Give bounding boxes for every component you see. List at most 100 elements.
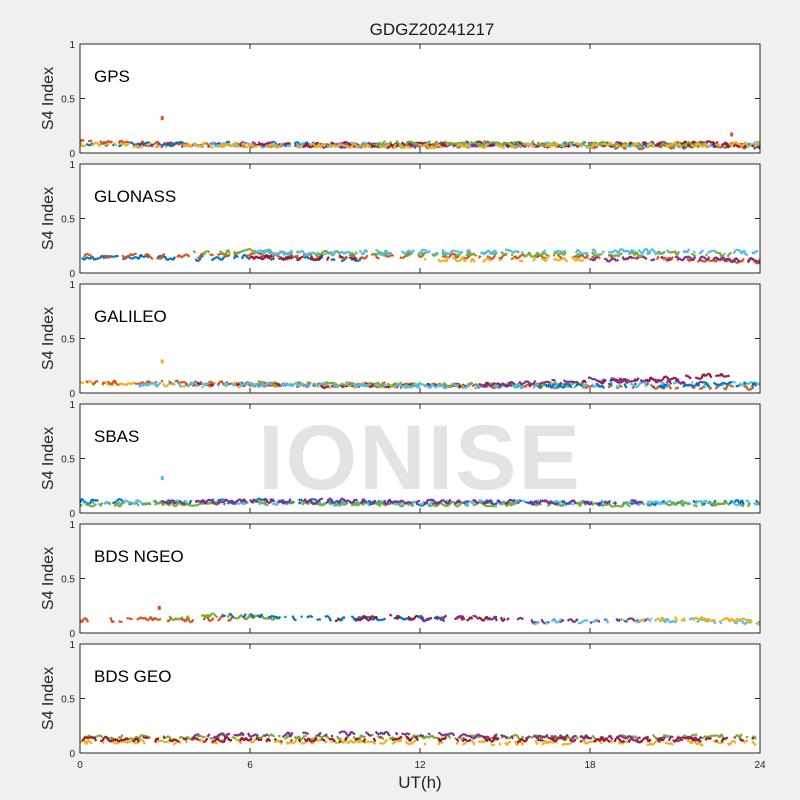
data-segment <box>126 741 130 745</box>
data-segment <box>239 250 243 254</box>
data-segment <box>583 379 587 384</box>
data-segment <box>534 733 538 738</box>
data-segment <box>324 740 328 744</box>
data-segment <box>184 142 188 145</box>
data-segment <box>138 499 142 503</box>
data-segment <box>166 258 170 262</box>
data-segment <box>123 256 128 260</box>
data-segment <box>686 144 690 148</box>
data-segment <box>534 621 539 626</box>
data-segment <box>360 256 364 260</box>
data-segment <box>568 142 573 147</box>
data-segment <box>445 385 449 389</box>
data-segment <box>441 141 445 145</box>
data-segment <box>524 738 529 743</box>
data-segment <box>678 738 682 742</box>
data-segment <box>565 259 569 263</box>
data-segment <box>690 617 694 620</box>
data-segment <box>259 613 264 619</box>
data-segment <box>407 146 411 150</box>
data-segment <box>718 145 723 149</box>
data-segment <box>131 142 136 147</box>
data-segment <box>219 498 223 502</box>
data-segment <box>506 741 510 746</box>
data-segment <box>381 742 384 746</box>
data-segment <box>435 502 439 506</box>
data-segment <box>490 251 494 256</box>
data-segment <box>510 144 514 149</box>
axes-frame <box>79 523 761 634</box>
data-segment <box>284 142 287 146</box>
data-segment <box>198 734 202 738</box>
data-segment <box>156 739 160 744</box>
data-segment <box>674 738 678 743</box>
data-segment <box>571 256 575 260</box>
data-segment <box>331 249 337 256</box>
data-segment <box>172 742 176 746</box>
data-segment <box>344 736 349 742</box>
data-segment <box>546 141 551 146</box>
data-segment <box>534 383 539 387</box>
data-segment <box>656 251 660 255</box>
data-segment <box>391 253 395 257</box>
data-segment <box>537 144 540 148</box>
data-segment <box>85 617 90 623</box>
data-segment <box>522 499 526 504</box>
data-segment <box>670 256 674 261</box>
axes-frame <box>79 643 761 754</box>
data-segment <box>302 741 305 745</box>
data-segment <box>283 144 287 148</box>
data-segment <box>574 735 579 740</box>
data-segment <box>528 251 533 258</box>
data-segment <box>374 254 379 259</box>
data-segment <box>702 260 706 263</box>
data-segment <box>401 499 405 504</box>
data-segment <box>650 258 654 262</box>
data-segment <box>103 254 108 259</box>
data-segment <box>421 503 425 507</box>
data-segment <box>255 736 259 741</box>
data-segment <box>751 144 755 148</box>
data-segment <box>219 732 223 736</box>
data-segment <box>553 379 556 382</box>
data-segment <box>706 501 710 505</box>
data-segment <box>251 740 255 744</box>
plot-area <box>80 284 760 393</box>
data-segment <box>696 142 701 146</box>
data-segment <box>753 259 757 262</box>
data-segment <box>99 734 104 739</box>
data-segment <box>706 251 710 255</box>
data-segment <box>631 249 636 254</box>
data-segment <box>469 735 474 740</box>
data-segment <box>257 251 261 256</box>
y-axis-label: S4 Index <box>40 187 57 250</box>
data-segment <box>255 500 259 503</box>
data-segment <box>302 141 305 145</box>
axes-frame <box>79 283 761 394</box>
data-segment <box>494 384 498 389</box>
data-segment <box>366 732 371 737</box>
data-segment <box>200 385 205 389</box>
data-segment <box>642 140 646 144</box>
data-segment <box>208 613 213 618</box>
data-segment <box>344 140 348 144</box>
data-segment <box>385 502 388 506</box>
data-segment <box>374 730 379 735</box>
data-segment <box>716 143 721 147</box>
data-segment <box>224 381 229 387</box>
data-segment <box>463 740 468 745</box>
data-segment <box>309 255 314 261</box>
data-segment <box>516 500 520 505</box>
data-segment <box>502 252 506 256</box>
data-segment <box>213 502 217 506</box>
data-segment <box>411 384 415 389</box>
data-segment <box>650 500 654 504</box>
data-segment <box>376 381 381 385</box>
data-segment <box>162 142 166 147</box>
data-segment <box>396 501 401 507</box>
data-segment <box>726 252 731 258</box>
data-segment <box>91 498 95 502</box>
data-segment <box>154 140 158 145</box>
data-segment <box>91 501 95 505</box>
data-segment <box>611 505 615 508</box>
